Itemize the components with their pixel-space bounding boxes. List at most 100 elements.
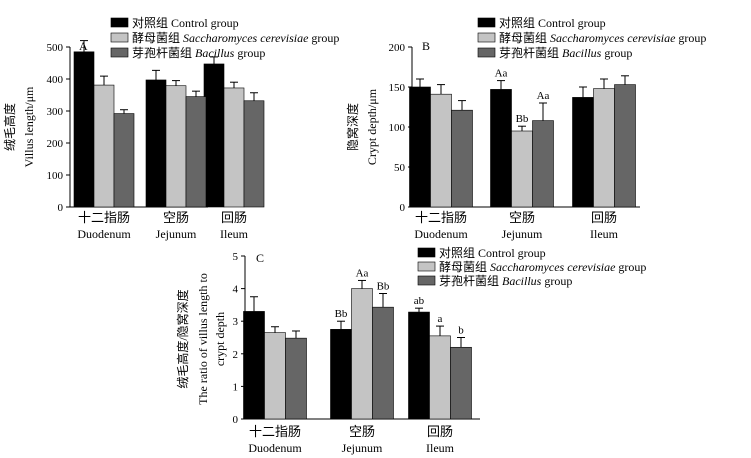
y-axis-label-cn: 绒毛高度 — [2, 103, 17, 151]
y-tick-label: 5 — [233, 251, 239, 263]
y-tick-label: 200 — [389, 42, 406, 54]
y-tick-label: 50 — [394, 162, 406, 174]
legend-label: 芽孢杆菌组 Bacillus group — [439, 274, 572, 288]
bar-bacillus — [532, 120, 554, 208]
legend-swatch-saccharomyces — [417, 261, 436, 272]
legend-label: 芽孢杆菌组 Bacillus group — [132, 46, 265, 60]
bar-control — [572, 97, 594, 208]
significance-label: Bb — [516, 113, 529, 125]
legend-label: 酵母菌组 Saccharomyces cerevisiae group — [439, 260, 646, 274]
significance-label: b — [458, 325, 464, 337]
category-label-en: Ileum — [590, 227, 619, 241]
y-tick-label: 0 — [233, 414, 239, 426]
bar-bacillus — [113, 113, 135, 208]
bar-bacillus — [185, 96, 207, 208]
legend-swatch-control — [477, 17, 496, 28]
legend-label: 对照组 Control group — [132, 16, 239, 30]
category-label-en: Ileum — [426, 441, 455, 455]
bar-saccharomyces — [430, 93, 452, 208]
bar-saccharomyces — [593, 88, 615, 208]
significance-label: Bb — [377, 280, 390, 292]
bar-saccharomyces — [93, 84, 115, 208]
legend-swatch-saccharomyces — [110, 32, 129, 43]
significance-label: Aa — [495, 68, 508, 80]
category-label-en: Duodenum — [414, 227, 468, 241]
legend-label: 酵母菌组 Saccharomyces cerevisiae group — [499, 31, 706, 45]
y-axis-label-en: The ratio of villus length to — [196, 273, 210, 405]
category-label-cn: 空肠 — [349, 424, 375, 439]
bar-control — [330, 329, 352, 420]
significance-label: a — [438, 313, 443, 325]
legend-label: 芽孢杆菌组 Bacillus group — [499, 46, 632, 60]
legend-swatch-bacillus — [477, 47, 496, 58]
category-label-en: Jejunum — [156, 227, 197, 241]
bar-control — [145, 79, 167, 208]
category-label-cn: 十二指肠 — [78, 210, 130, 225]
y-tick-label: 1 — [233, 381, 239, 393]
category-label-cn: 十二指肠 — [249, 424, 301, 439]
bar-saccharomyces — [429, 335, 451, 420]
bar-bacillus — [243, 100, 265, 208]
y-tick-label: 200 — [47, 138, 64, 150]
significance-label: Bb — [335, 308, 348, 320]
category-label-cn: 回肠 — [427, 424, 453, 439]
bar-control — [73, 51, 95, 208]
y-axis-label-en: crypt depth — [213, 312, 227, 366]
legend-label: 对照组 Control group — [439, 246, 546, 260]
y-tick-label: 500 — [47, 42, 64, 54]
y-tick-label: 150 — [389, 82, 406, 94]
y-axis-label-cn: 绒毛高度/隐窝深度 — [175, 289, 190, 388]
y-axis-label-cn: 隐窝深度 — [345, 103, 360, 151]
bar-control — [409, 86, 431, 208]
category-label-cn: 空肠 — [509, 210, 535, 225]
bar-bacillus — [450, 346, 472, 420]
category-label-en: Jejunum — [502, 227, 543, 241]
y-axis-label-en: Villus length/μm — [22, 86, 36, 167]
significance-label: Aa — [356, 267, 369, 279]
bar-control — [408, 311, 430, 420]
panel-label: A — [79, 39, 88, 53]
bar-saccharomyces — [511, 130, 533, 208]
y-axis-label-en: Crypt depth/μm — [365, 88, 379, 165]
category-label-en: Duodenum — [77, 227, 131, 241]
bar-control — [203, 63, 225, 208]
legend-label: 酵母菌组 Saccharomyces cerevisiae group — [132, 31, 339, 45]
category-label-cn: 回肠 — [221, 210, 247, 225]
bar-bacillus — [451, 109, 473, 208]
y-tick-label: 0 — [400, 202, 406, 214]
significance-label: ab — [414, 295, 425, 307]
y-tick-label: 2 — [233, 349, 239, 361]
y-tick-label: 3 — [233, 316, 239, 328]
y-tick-label: 4 — [233, 284, 239, 296]
category-label-cn: 十二指肠 — [415, 210, 467, 225]
bar-bacillus — [372, 306, 394, 420]
panel-label: C — [256, 251, 264, 265]
y-tick-label: 300 — [47, 106, 64, 118]
bar-control — [243, 311, 265, 420]
bar-bacillus — [285, 337, 307, 420]
category-label-cn: 空肠 — [163, 210, 189, 225]
bar-saccharomyces — [264, 332, 286, 420]
panel-a: 0 100 200 300 400 500 十二指肠 Duodenum 空肠 Jejunum 回肠 I… — [2, 16, 339, 241]
panel-b: 0 50 100 150 200 Aa Bb Aa 十二指肠 Duodenum 空肠 Jejunum 回… — [345, 16, 706, 241]
legend-swatch-bacillus — [417, 275, 436, 286]
category-label-cn: 回肠 — [591, 210, 617, 225]
legend-label: 对照组 Control group — [499, 16, 606, 30]
legend-swatch-control — [110, 17, 129, 28]
legend-swatch-saccharomyces — [477, 32, 496, 43]
y-tick-label: 100 — [389, 122, 406, 134]
legend-swatch-bacillus — [110, 47, 129, 58]
y-tick-label: 0 — [58, 202, 64, 214]
y-tick-label: 100 — [47, 170, 64, 182]
significance-label: Aa — [537, 90, 550, 102]
legend-swatch-control — [417, 247, 436, 258]
category-label-en: Jejunum — [342, 441, 383, 455]
panel-c: 012345BbAaBbabab十二指肠Duodenum空肠Jejunum回肠I… — [175, 246, 646, 455]
y-tick-label: 400 — [47, 74, 64, 86]
category-label-en: Ileum — [220, 227, 249, 241]
bar-saccharomyces — [223, 87, 245, 208]
bar-control — [490, 89, 512, 208]
panel-label: B — [422, 39, 430, 53]
category-label-en: Duodenum — [248, 441, 302, 455]
